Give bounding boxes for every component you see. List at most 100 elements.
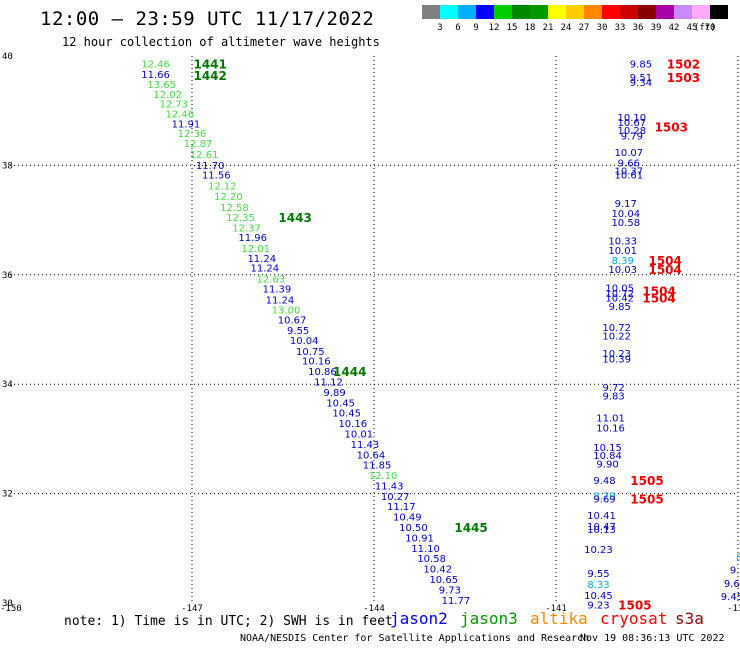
- wave-height-value: 10.39: [602, 355, 631, 366]
- wave-height-value: 10.67: [278, 316, 307, 327]
- wave-height-value: 9.89: [730, 566, 740, 577]
- scale-swatch: [494, 5, 512, 19]
- scale-label: 18: [524, 23, 536, 33]
- pass-time-label: 1442: [193, 69, 226, 83]
- wave-height-value: 12.35: [226, 213, 255, 224]
- scale-swatch: [476, 5, 494, 19]
- wave-height-value: 10.05: [605, 283, 634, 294]
- wave-height-value: 9.85: [630, 60, 652, 71]
- wave-height-value: 11.24: [250, 264, 279, 275]
- wave-height-value: 10.33: [608, 236, 637, 247]
- scale-label: 6: [455, 23, 461, 33]
- wave-height-value: 11.39: [263, 285, 292, 296]
- x-tick-label: -138: [727, 604, 740, 614]
- wave-height-value: 9.85: [609, 302, 631, 313]
- scale-swatch: [692, 5, 710, 19]
- y-tick-label: 38: [2, 161, 13, 171]
- wave-height-value: 12.10: [369, 471, 398, 482]
- pass-time-label: 1504: [648, 263, 681, 277]
- wave-height-value: 11.91: [172, 119, 201, 130]
- scale-swatch: [674, 5, 692, 19]
- scale-label: 24: [560, 23, 572, 33]
- wave-height-value: 10.45: [326, 398, 355, 409]
- wave-height-value: 9.45: [721, 592, 740, 603]
- wave-height-value: 10.50: [399, 523, 428, 534]
- wave-height-value: 10.58: [417, 554, 446, 565]
- pass-time-label: 1444: [333, 365, 366, 379]
- legend-jason2: jason2: [390, 609, 448, 628]
- wave-height-value: 10.41: [587, 511, 616, 522]
- wave-height-value: 12.46: [141, 60, 170, 71]
- scale-label: 70: [704, 23, 716, 33]
- wave-height-value: 9.79: [621, 131, 643, 142]
- scale-swatch: [638, 5, 656, 19]
- wave-height-value: 10.75: [296, 347, 325, 358]
- pass-time-label: 1504: [642, 285, 675, 299]
- pass-time-label: 1441: [193, 58, 226, 72]
- scale-label: 12: [488, 23, 500, 33]
- pass-time-label: 1505: [618, 599, 651, 613]
- wave-height-value: 13.65: [147, 80, 176, 91]
- pass-time-label: 1504: [642, 291, 675, 305]
- credit-line: NOAA/NESDIS Center for Satellite Applica…: [240, 633, 590, 644]
- legend-s3a: s3a: [675, 609, 704, 628]
- scale-swatch: [440, 5, 458, 19]
- wave-height-value: 12.73: [159, 100, 188, 111]
- wave-height-value: 12.12: [208, 182, 237, 193]
- wave-height-value: 8.87: [736, 553, 740, 564]
- scale-swatch: [710, 5, 728, 19]
- x-tick-label: -150: [0, 604, 22, 614]
- wave-height-value: 11.56: [202, 171, 231, 182]
- wave-height-value: 10.03: [608, 265, 637, 276]
- chart-subtitle: 12 hour collection of altimeter wave hei…: [62, 35, 380, 49]
- wave-height-value: 9.83: [603, 392, 625, 403]
- wave-height-value: 11.17: [387, 502, 416, 513]
- wave-height-value: 11.66: [141, 70, 170, 81]
- wave-height-value: 11.43: [375, 481, 404, 492]
- wave-height-value: 10.04: [290, 336, 319, 347]
- wave-height-value: 11.24: [266, 295, 295, 306]
- wave-height-value: 9.89: [323, 388, 345, 399]
- wave-height-value: 10.86: [308, 367, 337, 378]
- y-tick-label: 30: [2, 599, 13, 609]
- wave-height-value: 10.13: [587, 525, 616, 536]
- wave-height-value: 10.64: [357, 450, 386, 461]
- wave-height-value: 10.42: [423, 565, 452, 576]
- wave-height-value: 11.10: [411, 544, 440, 555]
- wave-height-value: 10.04: [611, 209, 640, 220]
- x-tick-label: -147: [181, 604, 203, 614]
- scale-label: 39: [650, 23, 662, 33]
- scale-swatch: [512, 5, 530, 19]
- wave-height-value: 12.37: [232, 223, 261, 234]
- wave-height-value: 12.02: [153, 90, 182, 101]
- wave-height-value: 9.34: [630, 78, 652, 89]
- scale-unit-label: (ft): [694, 23, 716, 33]
- wave-height-value: 12.87: [184, 139, 213, 150]
- wave-height-value: 12.61: [190, 150, 219, 161]
- pass-time-label: 1503: [667, 71, 700, 85]
- wave-height-value: 8.33: [587, 580, 609, 591]
- wave-height-value: 10.91: [405, 533, 434, 544]
- scale-label: 42: [668, 23, 680, 33]
- y-tick-label: 32: [2, 490, 13, 500]
- wave-height-value: 10.45: [584, 591, 613, 602]
- x-tick-label: -144: [363, 604, 385, 614]
- scale-swatch: [530, 5, 548, 19]
- wave-height-value: 10.22: [602, 332, 631, 343]
- pass-time-label: 1443: [278, 211, 311, 225]
- wave-height-value: 9.73: [439, 585, 461, 596]
- wave-height-value: 9.51: [630, 73, 652, 84]
- wave-height-value: 10.07: [614, 148, 643, 159]
- wave-height-value: 10.37: [614, 166, 643, 177]
- wave-height-value: 9.90: [596, 460, 618, 471]
- wave-height-value: 10.16: [338, 419, 367, 430]
- legend-altika: altika: [530, 609, 588, 628]
- wave-height-value: 10.58: [611, 218, 640, 229]
- scale-swatch: [602, 5, 620, 19]
- wave-height-value: 13.00: [272, 305, 301, 316]
- scale-label: 36: [632, 23, 644, 33]
- wave-height-value: 12.46: [166, 109, 195, 120]
- wave-height-value: 9.17: [615, 199, 637, 210]
- footer-note: note: 1) Time is in UTC; 2) SWH is in fe…: [64, 614, 393, 629]
